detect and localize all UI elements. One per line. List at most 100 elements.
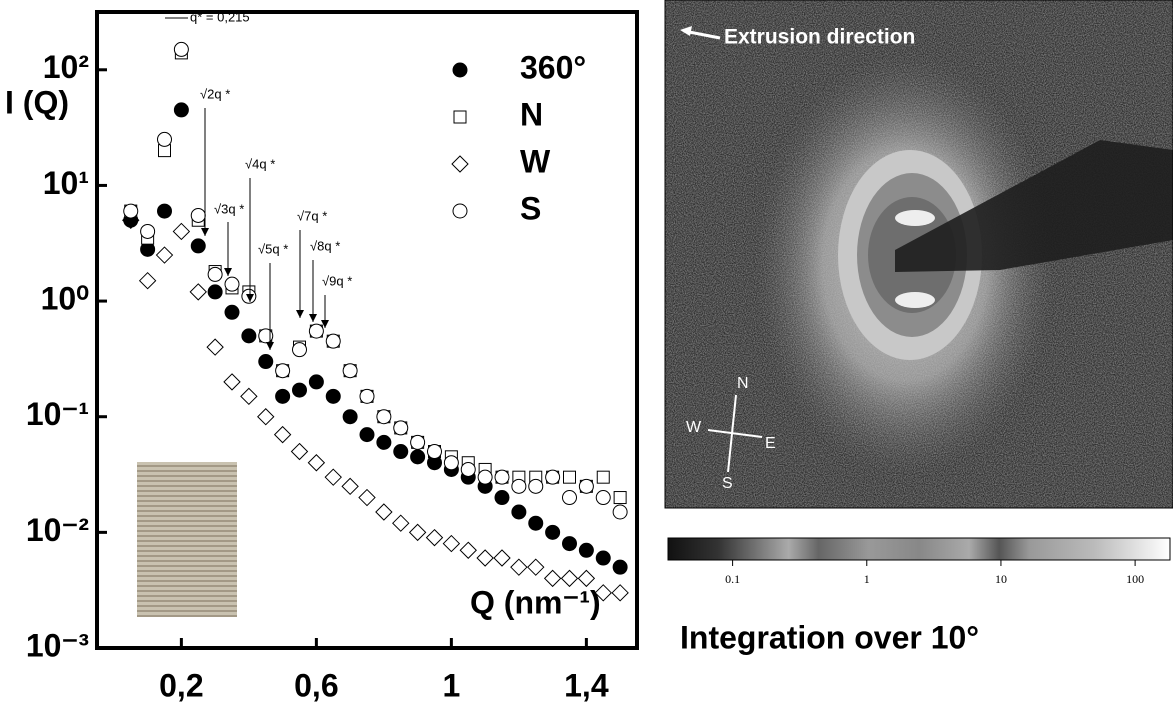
point [376, 409, 392, 425]
point [612, 504, 628, 520]
point [223, 373, 241, 391]
point [273, 425, 292, 444]
annotation: √8q * [310, 238, 340, 253]
point [594, 584, 612, 602]
scattering-image [664, 0, 1173, 509]
y-tick-label: 10⁻² [26, 512, 89, 548]
compass-label: S [722, 475, 733, 492]
x-tick-label: 1 [442, 667, 460, 703]
annotation: √3q * [214, 201, 244, 216]
point [241, 328, 257, 344]
point [173, 41, 189, 57]
point [207, 266, 223, 282]
annotation: q* = 0,215 [190, 9, 250, 24]
point [595, 550, 611, 566]
point [477, 469, 493, 485]
point [425, 528, 444, 547]
compass-label: E [765, 435, 776, 452]
point [206, 338, 224, 356]
point [375, 503, 393, 521]
legend-marker [451, 155, 469, 173]
point [528, 478, 544, 494]
point [257, 408, 275, 426]
caption: Integration over 10° [680, 619, 979, 655]
point [596, 470, 610, 484]
image-annotation: Extrusion direction [724, 26, 915, 49]
point [324, 468, 342, 486]
point [578, 542, 594, 558]
point [341, 477, 359, 496]
point [308, 323, 324, 339]
point [562, 536, 577, 552]
annotation-arrowhead [296, 310, 304, 318]
annotation-arrowhead [321, 320, 329, 328]
annotation: √5q * [258, 241, 288, 256]
point [308, 374, 324, 390]
point [359, 427, 375, 443]
plot-frame [95, 10, 639, 650]
point [240, 387, 258, 406]
point [376, 434, 392, 450]
point [427, 444, 442, 460]
point [493, 549, 511, 567]
annotation: √4q * [245, 156, 275, 171]
x-tick-label: 0,2 [159, 667, 203, 703]
legend-marker [453, 110, 467, 124]
annotation-arrowhead [309, 314, 317, 322]
point [140, 223, 156, 239]
point [563, 470, 576, 484]
annotation: √9q * [322, 273, 352, 288]
compass-label: N [737, 375, 749, 392]
legend-marker [452, 203, 468, 219]
point [157, 131, 172, 147]
point [325, 388, 341, 404]
point [307, 454, 326, 472]
compass-label: W [686, 419, 702, 436]
point [359, 388, 375, 404]
point [258, 328, 274, 344]
y-axis-label: I (Q) [5, 84, 69, 120]
point [342, 409, 358, 425]
legend-label: 360° [520, 49, 586, 85]
point [393, 420, 409, 436]
point [562, 490, 577, 506]
point [190, 238, 206, 254]
legend-marker [452, 62, 468, 78]
point [157, 203, 172, 219]
point [410, 434, 426, 450]
point [224, 304, 240, 320]
point [560, 569, 579, 588]
point [595, 490, 611, 506]
point [476, 549, 494, 567]
point [543, 569, 562, 588]
legend-label: W [520, 143, 551, 179]
point [138, 271, 157, 290]
point [511, 504, 527, 520]
point [392, 514, 410, 532]
point [510, 558, 528, 576]
point [224, 276, 240, 292]
point [258, 354, 274, 370]
point [342, 363, 358, 379]
x-axis-label: Q (nm⁻¹) [470, 584, 601, 620]
annotation: √2q * [200, 86, 230, 101]
point [442, 534, 461, 553]
annotation-arrowhead [266, 342, 274, 350]
x-tick-label: 1,4 [564, 667, 609, 703]
inset-photo [137, 462, 237, 617]
annotation-arrowhead [246, 294, 254, 302]
colorbar-tick-label: 1 [864, 572, 870, 586]
point [393, 444, 409, 460]
point [172, 222, 191, 241]
point [612, 559, 628, 575]
annotation-arrowhead [224, 268, 232, 276]
point [325, 333, 341, 349]
point [545, 469, 561, 485]
y-tick-label: 10¹ [43, 165, 89, 201]
point [155, 246, 174, 264]
legend-label: S [520, 190, 541, 226]
colorbar-tick-label: 100 [1126, 572, 1144, 586]
colorbar-tick-label: 0.1 [725, 572, 740, 586]
point [577, 569, 596, 588]
